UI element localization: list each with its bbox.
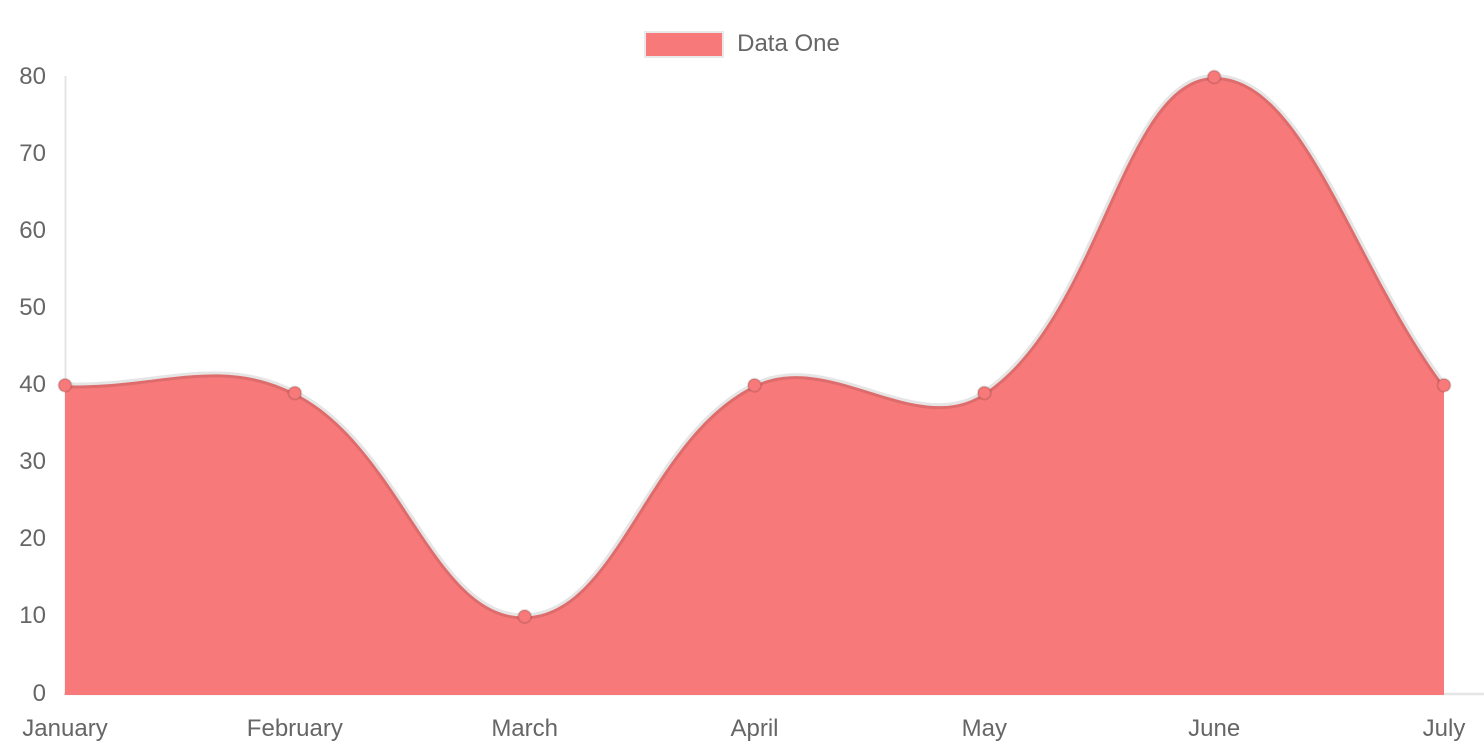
series-line	[64, 73, 1447, 620]
chart-legend: Data One	[0, 30, 1484, 58]
data-point-january[interactable]	[57, 377, 73, 393]
legend-color-swatch	[644, 30, 725, 58]
data-point-july[interactable]	[1436, 377, 1452, 393]
legend-label: Data One	[737, 30, 840, 57]
legend-item-data-one[interactable]: Data One	[644, 30, 840, 58]
data-point-june[interactable]	[1206, 69, 1222, 85]
data-point-april[interactable]	[747, 377, 762, 393]
data-point-march[interactable]	[517, 608, 533, 624]
data-point-may[interactable]	[976, 385, 992, 401]
data-point-february[interactable]	[287, 385, 303, 401]
